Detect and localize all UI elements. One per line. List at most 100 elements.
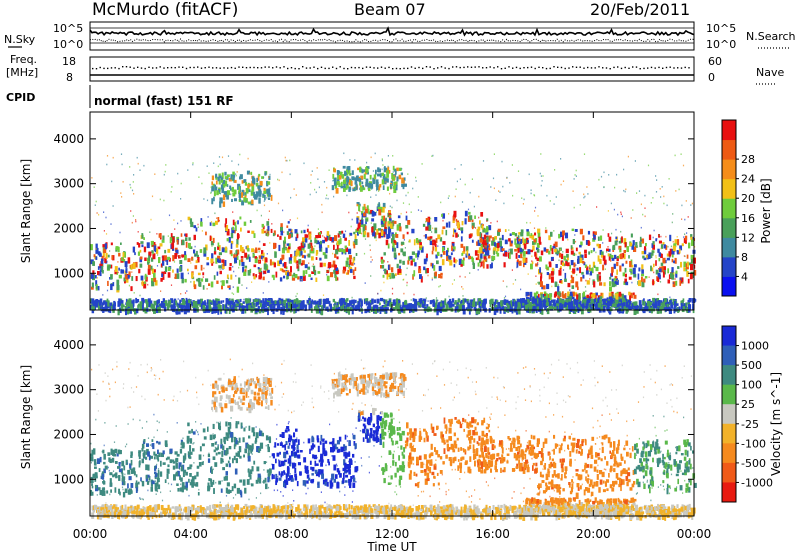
data-cell: [549, 293, 552, 300]
data-cell: [566, 262, 570, 267]
data-cell: [227, 174, 230, 178]
data-cell: [515, 252, 518, 259]
data-cell: [212, 456, 216, 461]
data-cell: [229, 263, 232, 267]
data-cell: [405, 215, 408, 221]
data-cell: [143, 282, 147, 289]
data-cell: [188, 298, 190, 300]
data-cell: [268, 299, 271, 304]
data-cell: [394, 273, 397, 276]
data-cell: [346, 303, 350, 309]
data-cell: [291, 229, 293, 234]
data-cell: [254, 383, 258, 389]
data-cell: [378, 168, 381, 173]
data-cell: [106, 260, 108, 263]
data-cell: [120, 192, 122, 194]
data-cell: [261, 305, 263, 309]
data-cell: [585, 279, 587, 282]
data-cell: [262, 243, 266, 246]
data-cell: [434, 303, 436, 310]
data-cell: [151, 269, 153, 271]
data-cell: [163, 173, 165, 176]
data-cell: [533, 298, 537, 304]
data-cell: [586, 280, 590, 285]
data-cell: [130, 455, 133, 458]
data-cell: [240, 256, 244, 259]
data-cell: [175, 472, 179, 477]
data-cell: [329, 305, 333, 312]
data-cell: [406, 284, 408, 287]
data-cell: [358, 298, 362, 302]
data-cell: [427, 236, 430, 241]
data-cell: [568, 298, 572, 302]
data-cell: [487, 243, 489, 246]
data-cell: [191, 256, 194, 261]
data-cell: [478, 195, 480, 198]
data-cell: [540, 175, 542, 177]
data-cell: [426, 253, 428, 258]
data-cell: [230, 405, 234, 412]
data-cell: [333, 238, 335, 241]
data-cell: [181, 243, 183, 246]
data-cell: [257, 392, 260, 396]
data-cell: [234, 390, 238, 394]
data-cell: [130, 186, 132, 189]
data-cell: [150, 455, 153, 459]
data-cell: [275, 473, 278, 479]
data-cell: [559, 305, 563, 309]
data-cell: [168, 301, 171, 306]
data-cell: [175, 463, 178, 469]
data-cell: [121, 472, 124, 477]
data-cell: [654, 298, 657, 303]
data-cell: [91, 485, 94, 489]
data-cell: [251, 378, 254, 383]
data-cell: [398, 167, 402, 171]
data-cell: [231, 186, 234, 192]
data-cell: [190, 221, 194, 228]
data-cell: [584, 286, 587, 288]
data-cell: [363, 212, 366, 217]
data-cell: [687, 216, 689, 218]
data-cell: [218, 480, 222, 485]
data-cell: [118, 475, 121, 481]
data-cell: [611, 303, 614, 307]
data-cell: [392, 241, 395, 248]
data-cell: [131, 189, 134, 192]
data-cell: [493, 250, 495, 255]
data-cell: [105, 252, 108, 260]
data-cell: [362, 169, 366, 172]
data-cell: [114, 448, 118, 454]
data-cell: [222, 183, 226, 188]
data-cell: [281, 444, 285, 448]
data-cell: [275, 458, 277, 464]
data-cell: [645, 255, 648, 259]
data-cell: [644, 194, 646, 197]
data-cell: [361, 167, 363, 170]
data-cell: [154, 471, 157, 475]
data-cell: [109, 250, 111, 252]
data-cell: [609, 307, 612, 312]
data-cell: [143, 164, 145, 167]
data-cell: [217, 446, 219, 450]
data-cell: [679, 245, 683, 251]
data-cell: [315, 257, 318, 260]
data-cell: [218, 258, 221, 263]
data-cell: [288, 246, 291, 250]
data-cell: [614, 240, 618, 246]
freq-label: Freq.: [10, 53, 37, 66]
data-cell: [160, 263, 163, 268]
data-cell: [423, 235, 425, 237]
data-cell: [463, 298, 466, 303]
data-cell: [351, 170, 354, 175]
data-cell: [522, 239, 526, 246]
data-cell: [342, 269, 346, 274]
data-cell: [148, 254, 151, 261]
data-cell: [479, 306, 482, 313]
data-cell: [239, 479, 242, 483]
data-cell: [532, 241, 535, 245]
data-cell: [669, 296, 671, 299]
data-cell: [442, 213, 446, 219]
data-cell: [208, 299, 211, 305]
data-cell: [438, 285, 440, 288]
